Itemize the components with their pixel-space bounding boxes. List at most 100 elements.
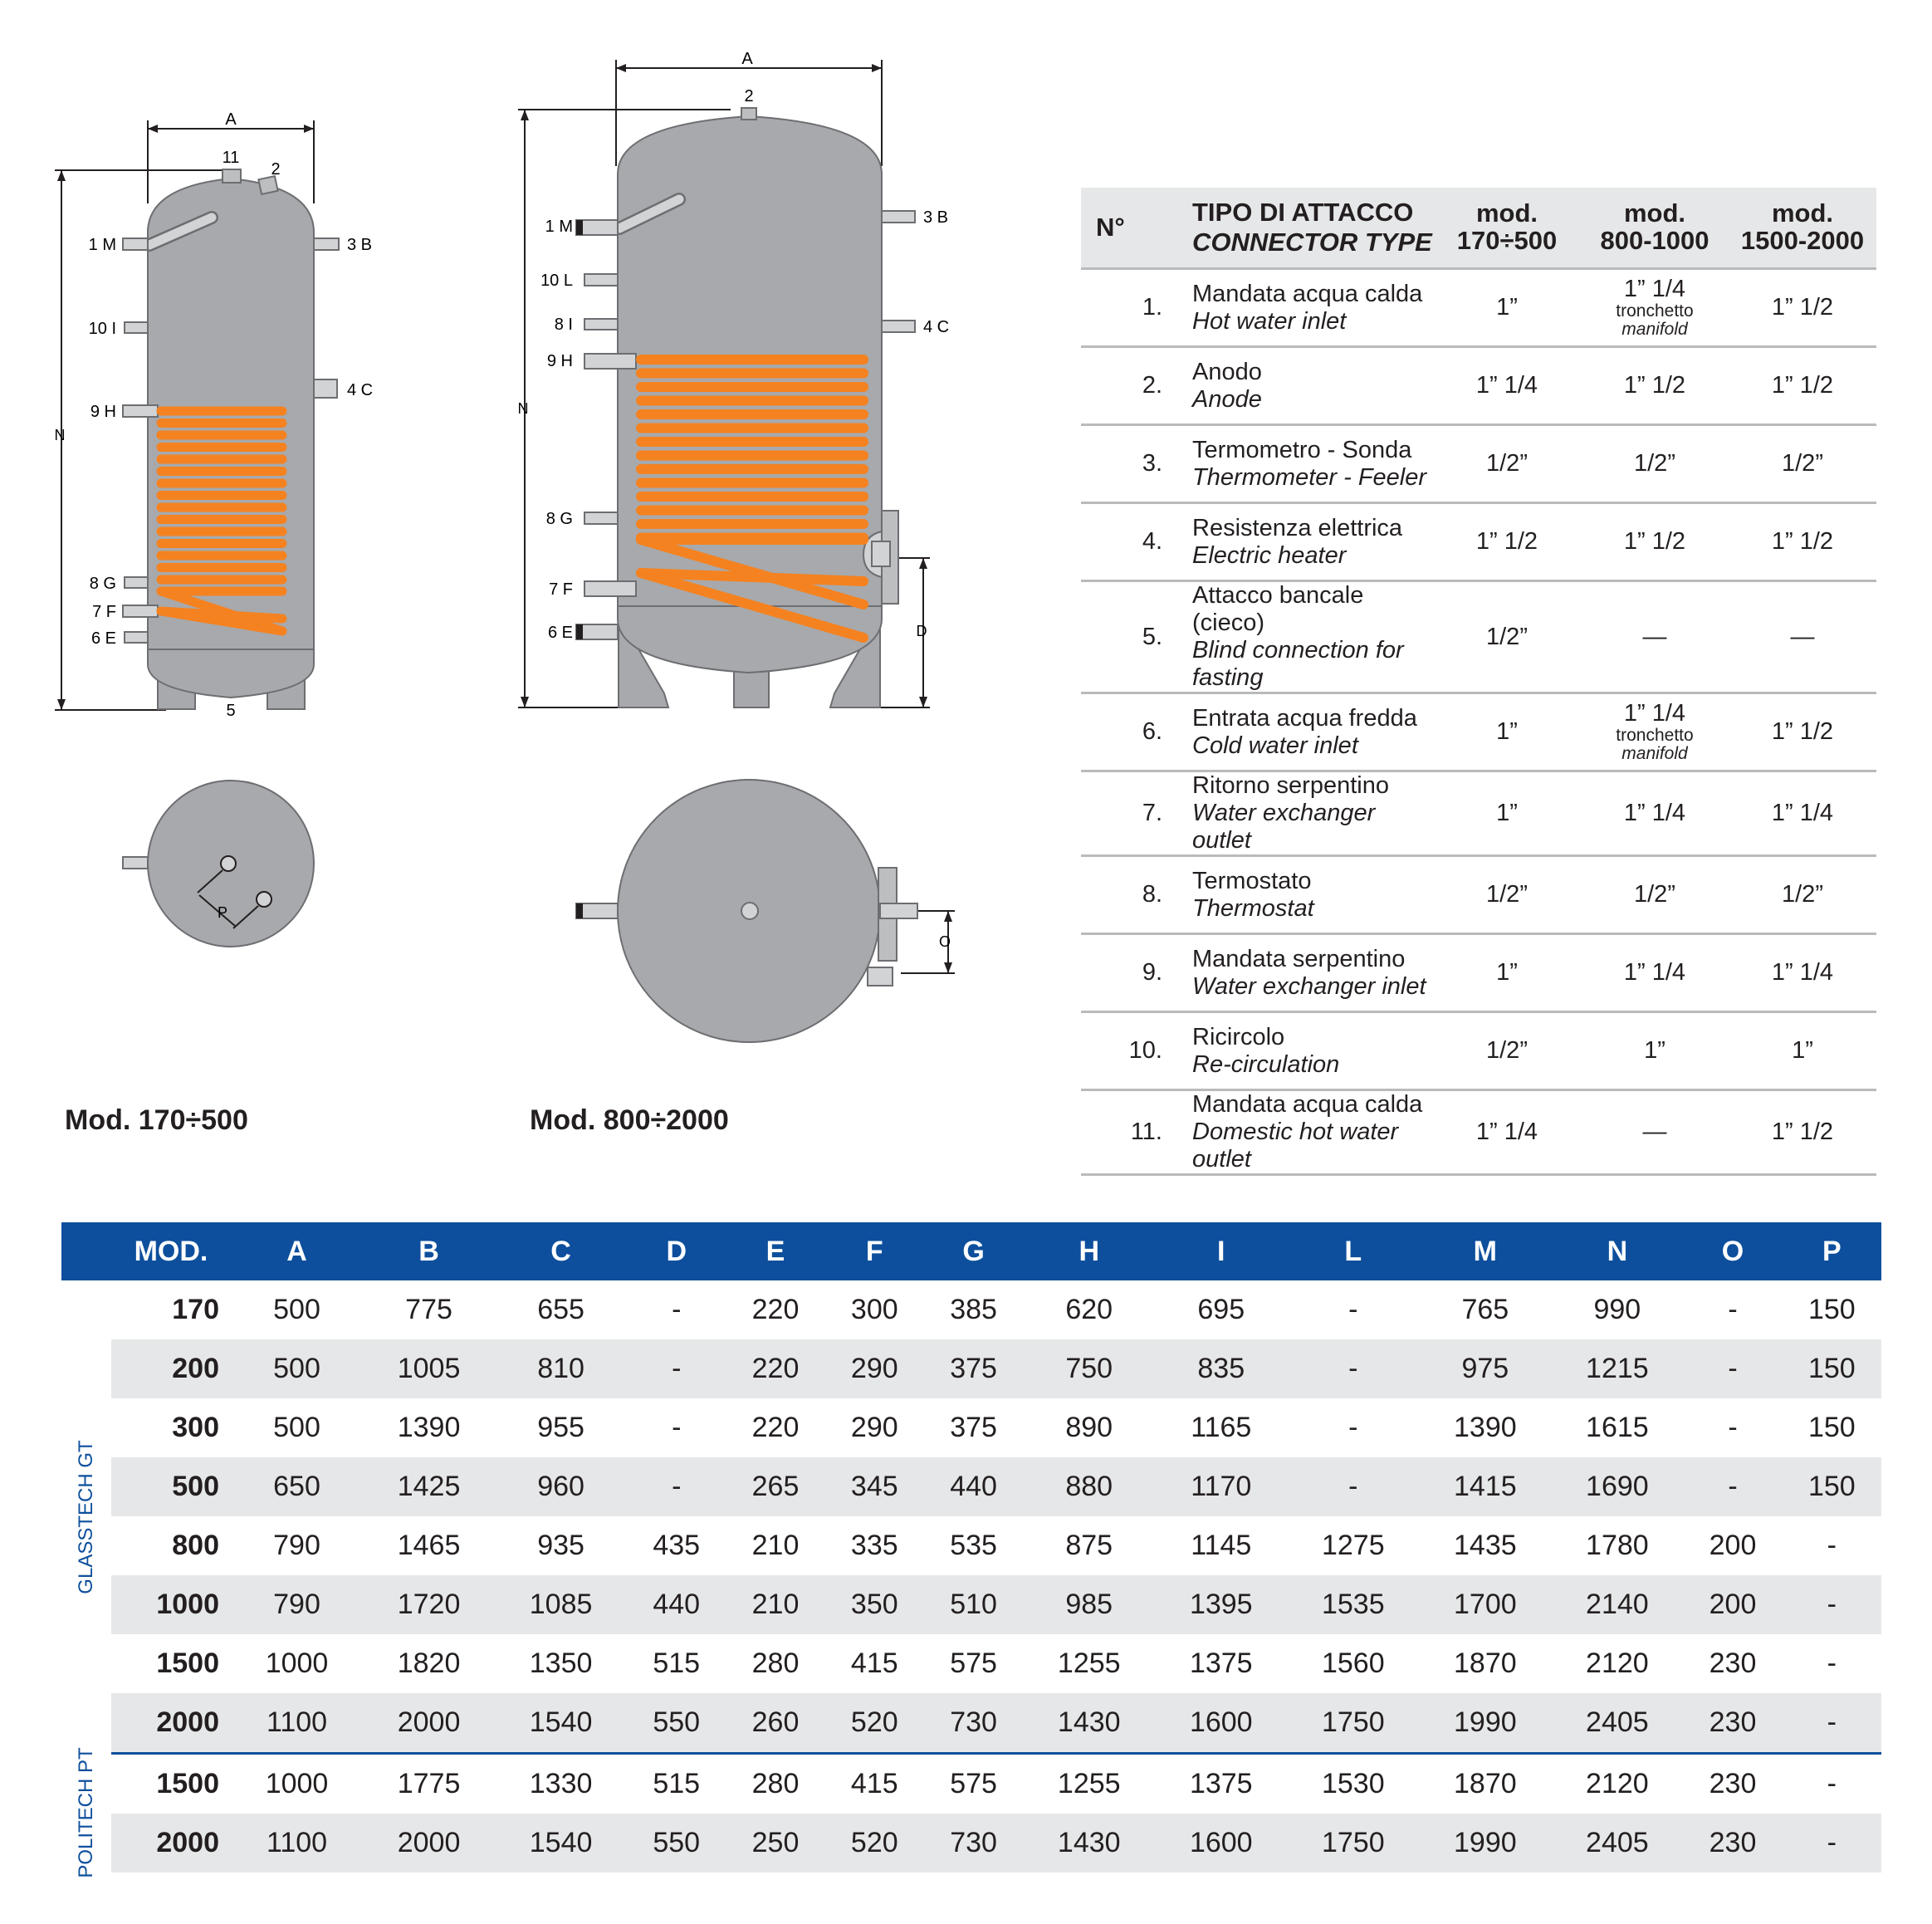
coil-return: [156, 606, 287, 624]
dim-n-label: N: [518, 400, 529, 417]
cell-dim: -: [1683, 1457, 1783, 1516]
cell-mod2-wrap: 1” 1/4: [1581, 933, 1729, 1012]
cell-dim: 280: [751, 1647, 800, 1679]
cell-model: 1500: [156, 1647, 219, 1679]
cell-dim: 520: [824, 1814, 924, 1873]
cell-dim: 1165: [1191, 1412, 1252, 1443]
cell-dim: 975: [1419, 1339, 1552, 1398]
dimension-table: MOD. A B C D E F G H I L M N O P GLASSTECH GT 170 500 775…: [61, 1222, 1881, 1878]
connector-row: 8. Termostato Thermostat 1/2” 1/2” 1/2”: [1081, 854, 1876, 934]
dim-header-i: I: [1155, 1222, 1288, 1280]
cell-dim: 230: [1683, 1814, 1783, 1873]
cell-dim: 1430: [1023, 1814, 1156, 1873]
cell-dim: 575: [950, 1647, 997, 1679]
conn-2-label: 2: [271, 160, 280, 179]
connector-row: 9. Mandata serpentino Water exchanger in…: [1081, 933, 1876, 1012]
connector-table-header: N° TIPO DI ATTACCO CONNECTOR TYPE mod. 1…: [1081, 188, 1876, 269]
dim-d-label: D: [917, 623, 927, 639]
cell-dim: 265: [726, 1457, 825, 1516]
cell-mod1: 1/2”: [1433, 1011, 1581, 1090]
cell-dim: 1600: [1155, 1693, 1288, 1754]
cell-mod2-wrap: —: [1581, 580, 1729, 693]
cell-dim: 1415: [1419, 1457, 1552, 1516]
cell-dim: 1990: [1419, 1693, 1552, 1754]
cell-dim: 2000: [363, 1814, 496, 1873]
cell-dim: -: [1782, 1814, 1881, 1873]
cell-mod2: —: [1642, 623, 1667, 650]
cell-dim: -: [1782, 1693, 1881, 1754]
cell-dim: 500: [231, 1339, 364, 1398]
cell-mod3: 1/2”: [1729, 854, 1876, 934]
cell-dim: 210: [726, 1575, 825, 1634]
cell-mod2: 1/2”: [1634, 450, 1675, 477]
cell-dim: 220: [751, 1294, 800, 1325]
cell-mod2-note-it: tronchetto: [1616, 301, 1694, 321]
header-mod2-a: mod.: [1623, 198, 1686, 228]
dim-header-mod: MOD.: [111, 1222, 231, 1280]
cell-mod1: 1” 1/4: [1433, 1089, 1581, 1176]
conn-9h-label: 9 H: [90, 403, 116, 421]
cell-dim: 1350: [529, 1647, 593, 1679]
cell-mod1: 1” 1/2: [1433, 502, 1581, 581]
cell-dim: 440: [627, 1575, 726, 1634]
cell-desc: Attacco bancale (cieco) Blind connection…: [1177, 580, 1433, 693]
cell-mod2-wrap: 1” 1/4 tronchetto manifold: [1581, 692, 1729, 771]
cell-mod1: 1/2”: [1433, 423, 1581, 503]
cell-dim: 1750: [1287, 1693, 1420, 1754]
cell-dim: 375: [950, 1412, 997, 1443]
cell-desc-it: Entrata acqua fredda: [1192, 704, 1417, 732]
cell-dim: 1100: [231, 1693, 364, 1754]
cell-desc-it: Mandata acqua calda: [1192, 280, 1423, 307]
caption-large: Mod. 800÷2000: [530, 1104, 729, 1136]
cell-dim: 1255: [1023, 1752, 1156, 1814]
cell-dim: 2120: [1551, 1752, 1684, 1814]
cell-dim: 230: [1683, 1752, 1783, 1814]
cell-dim: 1540: [495, 1693, 628, 1754]
connector-row: 2. Anodo Anode 1” 1/4 1” 1/2 1” 1/2: [1081, 345, 1876, 425]
cell-desc: Ricircolo Re-circulation: [1177, 1011, 1433, 1090]
cell-mod2-wrap: 1”: [1581, 1011, 1729, 1090]
cell-dim: -: [1782, 1575, 1881, 1634]
cell-model: 2000: [111, 1814, 231, 1873]
cell-desc-it: Resistenza elettrica: [1192, 514, 1403, 541]
cell-dim: -: [627, 1339, 726, 1398]
conn-1m-label: 1 M: [545, 218, 573, 236]
cell-mod3: 1” 1/2: [1729, 692, 1876, 771]
cell-dim: 2120: [1586, 1647, 1649, 1679]
cell-dim: 890: [1065, 1412, 1113, 1443]
connector-row: 11. Mandata acqua calda Domestic hot wat…: [1081, 1089, 1876, 1176]
cell-desc: Resistenza elettrica Electric heater: [1177, 502, 1433, 581]
cell-dim: 650: [231, 1457, 364, 1516]
cell-dim: 250: [726, 1814, 825, 1873]
cell-dim: -: [1827, 1647, 1837, 1679]
cell-dim: -: [1287, 1457, 1420, 1516]
cell-desc-en: Electric heater: [1192, 541, 1347, 569]
header-num: N°: [1081, 188, 1177, 269]
cell-dim: 2405: [1551, 1693, 1684, 1754]
cell-desc-en: Cold water inlet: [1192, 732, 1358, 759]
cell-model: 800: [172, 1530, 219, 1561]
connector-row: 6. Entrata acqua fredda Cold water inlet…: [1081, 692, 1876, 771]
connector-row: 4. Resistenza elettrica Electric heater …: [1081, 502, 1876, 581]
dimension-row: 1000 790 1720 1085 440 210 350 510 985 1395 1535 17…: [61, 1575, 1881, 1634]
cell-model: 170: [172, 1294, 219, 1325]
cell-dim: 730: [923, 1693, 1024, 1754]
cell-dim: 230: [1683, 1693, 1783, 1754]
cell-num: 11.: [1081, 1089, 1177, 1176]
cell-dim: 990: [1593, 1294, 1641, 1325]
cell-desc-it: Ritorno serpentino: [1192, 772, 1389, 799]
cell-dim: 1215: [1551, 1339, 1684, 1398]
cell-mod2: 1”: [1644, 1037, 1665, 1064]
cell-dim: 1085: [495, 1575, 628, 1634]
cell-desc-it: Attacco bancale (cieco): [1192, 582, 1364, 636]
cell-dim: 415: [850, 1647, 898, 1679]
cell-num: 8.: [1081, 854, 1177, 934]
header-mod2: mod. 800-1000: [1581, 188, 1729, 269]
cell-dim: -: [1287, 1339, 1420, 1398]
header-mod3: mod. 1500-2000: [1729, 188, 1876, 269]
dim-header-d: D: [627, 1222, 726, 1280]
cell-dim: 695: [1197, 1294, 1245, 1325]
cell-dim: 575: [923, 1752, 1024, 1814]
conn-3b-label: 3 B: [923, 208, 948, 227]
cell-dim: 960: [495, 1457, 628, 1516]
